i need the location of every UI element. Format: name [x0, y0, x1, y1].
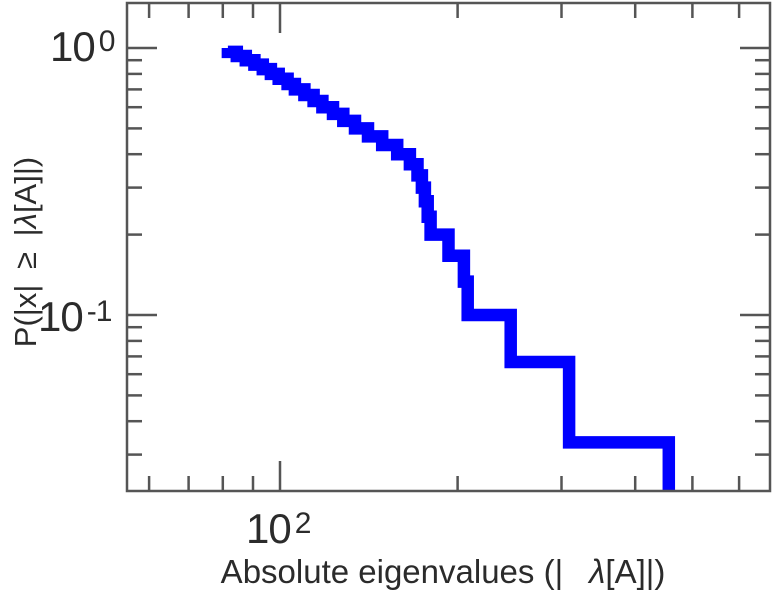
y-tick-exponent: -1 — [86, 294, 113, 328]
y-tick-label-1e-1: 10 -1 — [38, 293, 113, 340]
y-tick-exponent: 0 — [98, 24, 116, 58]
x-axis-title-suffix: [A]|) — [605, 553, 666, 590]
ccdf-curve — [221, 45, 676, 491]
x-tick-exponent: 2 — [294, 506, 312, 540]
y-axis-title: P(|x| ≥ |λ[A]|) — [8, 157, 44, 347]
y-axis-title-text: P(|x| ≥ | — [8, 228, 43, 348]
plot-frame — [125, 1, 772, 493]
y-tick-base: 10 — [38, 293, 84, 340]
lambda-symbol: λ — [8, 213, 43, 229]
x-tick-base: 10 — [246, 505, 292, 552]
lambda-symbol: λ — [589, 553, 606, 590]
x-axis-title-text: Absolute eigenvalues (| — [220, 553, 564, 590]
y-tick-label-1e0: 10 0 — [50, 23, 116, 70]
x-axis-title: Absolute eigenvalues (| λ[A]|) — [221, 553, 666, 591]
x-tick-label-1e2: 10 2 — [246, 505, 312, 552]
y-axis-title-suffix: [A]|) — [8, 156, 43, 214]
y-tick-base: 10 — [50, 23, 96, 70]
